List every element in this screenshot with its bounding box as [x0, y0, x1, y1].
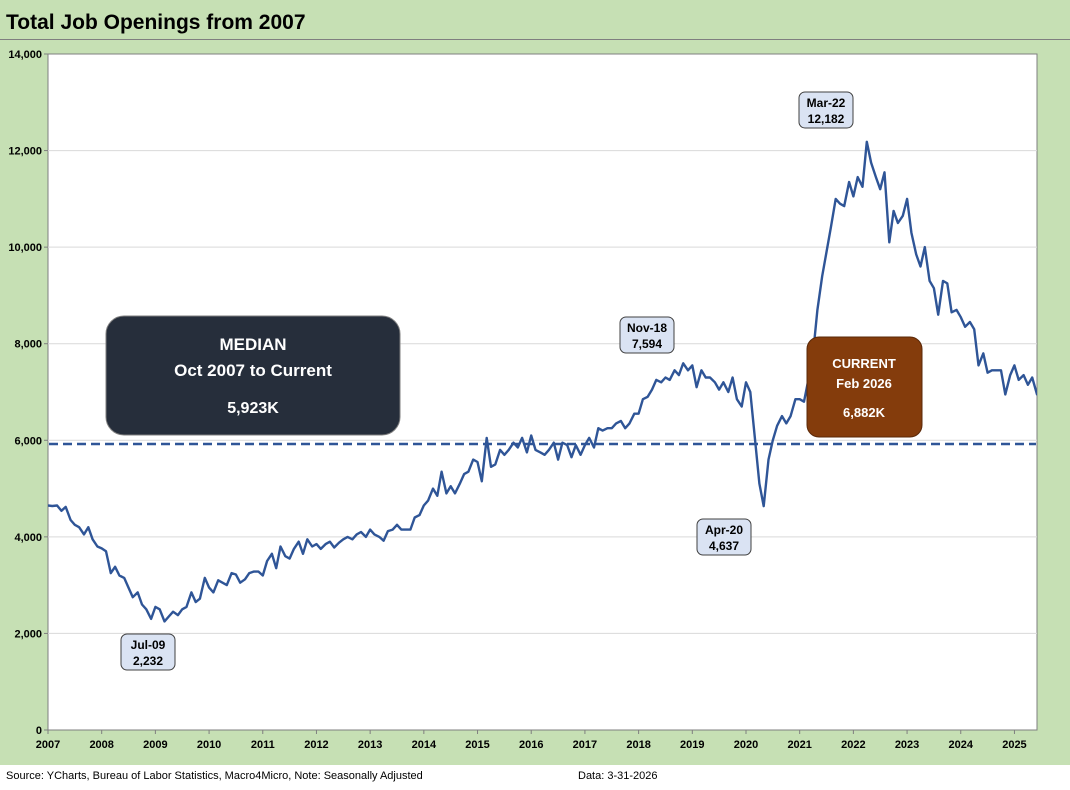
chart-title: Total Job Openings from 2007 — [6, 11, 306, 34]
annotation-box — [120, 633, 176, 671]
x-tick-label: 2025 — [1002, 739, 1026, 751]
x-tick-label: 2007 — [36, 739, 60, 751]
annotation-value: 7,594 — [632, 337, 662, 351]
annotation-value: 12,182 — [808, 112, 845, 126]
plot-content — [48, 140, 1070, 623]
annotation-apr20: Apr-20 4,637 — [696, 518, 752, 556]
y-tick-label: 2,000 — [14, 628, 42, 640]
x-tick-label: 2016 — [519, 739, 543, 751]
x-tick-label: 2017 — [573, 739, 597, 751]
annotation-date: Nov-18 — [627, 321, 667, 335]
y-tick-label: 0 — [36, 725, 42, 737]
title-bar: Total Job Openings from 2007 — [0, 5, 1070, 40]
median-box-value: 5,923K — [227, 400, 279, 417]
x-tick-label: 2015 — [465, 739, 489, 751]
source-note: Source: YCharts, Bureau of Labor Statist… — [6, 770, 423, 782]
median-box-bg — [105, 315, 401, 436]
line-chart: 0 2,000 4,000 6,000 8,000 10,000 12,000 14,000 2… — [8, 49, 1070, 751]
x-tick-label: 2018 — [626, 739, 650, 751]
y-tick-label: 6,000 — [14, 435, 42, 447]
current-summary-box: CURRENT Feb 2026 6,882K — [806, 336, 923, 438]
chart-frame: Total Job Openings from 2007 0 2,000 4,000… — [0, 0, 1070, 765]
x-tick-label: 2014 — [412, 739, 437, 751]
median-box-title: MEDIAN — [219, 335, 286, 354]
y-tick-label: 12,000 — [8, 146, 42, 158]
annotation-date: Jul-09 — [131, 638, 166, 652]
annotation-box — [619, 316, 675, 354]
x-tick-label: 2013 — [358, 739, 382, 751]
x-tick-label: 2008 — [89, 739, 113, 751]
current-box-period: Feb 2026 — [836, 376, 892, 391]
x-tick-label: 2023 — [895, 739, 919, 751]
current-box-value: 6,882K — [843, 405, 886, 420]
annotation-value: 2,232 — [133, 654, 163, 668]
annotation-date: Apr-20 — [705, 523, 743, 537]
x-tick-label: 2022 — [841, 739, 865, 751]
current-box-bg — [806, 336, 923, 438]
annotation-box — [696, 518, 752, 556]
annotation-date: Mar-22 — [807, 96, 846, 110]
x-tick-label: 2009 — [143, 739, 167, 751]
x-tick-label: 2024 — [949, 739, 974, 751]
y-tick-label: 14,000 — [8, 49, 42, 61]
y-tick-label: 4,000 — [14, 532, 42, 544]
data-date: Data: 3-31-2026 — [578, 770, 658, 782]
median-summary-box: MEDIAN Oct 2007 to Current 5,923K — [105, 315, 401, 436]
x-tick-label: 2020 — [734, 739, 758, 751]
x-tick-label: 2021 — [787, 739, 811, 751]
x-tick-label: 2019 — [680, 739, 704, 751]
y-tick-label: 10,000 — [8, 242, 42, 254]
annotation-box — [798, 91, 854, 129]
x-tick-label: 2011 — [251, 739, 275, 751]
annotation-mar22: Mar-22 12,182 — [798, 91, 854, 129]
median-box-period: Oct 2007 to Current — [174, 361, 332, 380]
job-openings-line — [48, 140, 1037, 623]
annotation-jul09: Jul-09 2,232 — [120, 633, 176, 671]
annotation-nov18: Nov-18 7,594 — [619, 316, 675, 354]
y-tick-label: 8,000 — [14, 339, 42, 351]
x-tick-label: 2010 — [197, 739, 221, 751]
annotation-value: 4,637 — [709, 539, 739, 553]
current-box-title: CURRENT — [832, 356, 896, 371]
x-tick-label: 2012 — [304, 739, 328, 751]
current-marker-circle — [1064, 378, 1070, 410]
